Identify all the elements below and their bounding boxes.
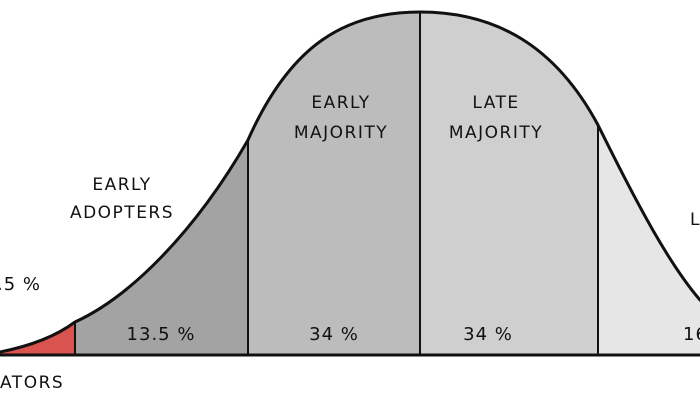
early-adopters-label-line-2: ADOPTERS — [70, 203, 174, 223]
laggards-percent: 16 — [683, 324, 700, 345]
bell-curve-outline — [0, 10, 700, 354]
early-majority-label-line-2: MAJORITY — [294, 123, 388, 143]
late-majority-label-line-2: MAJORITY — [449, 123, 543, 143]
early-adopters-label-line-1: EARLY — [92, 175, 151, 195]
innovators-label-partial: ATORS — [0, 373, 64, 393]
laggards-label-partial: L — [690, 210, 700, 230]
early-adopters-percent: 13.5 % — [127, 324, 196, 345]
late-majority-label-line-1: LATE — [472, 93, 519, 113]
early-adopters-region — [75, 140, 248, 355]
late-majority-region — [420, 12, 598, 355]
laggards-region — [598, 125, 700, 355]
early-majority-percent: 34 % — [309, 324, 359, 345]
innovators-percent: .5 % — [0, 274, 41, 295]
early-majority-label-line-1: EARLY — [311, 93, 370, 113]
early-majority-region — [248, 12, 420, 355]
innovators-region — [0, 322, 75, 355]
late-majority-percent: 34 % — [463, 324, 513, 345]
